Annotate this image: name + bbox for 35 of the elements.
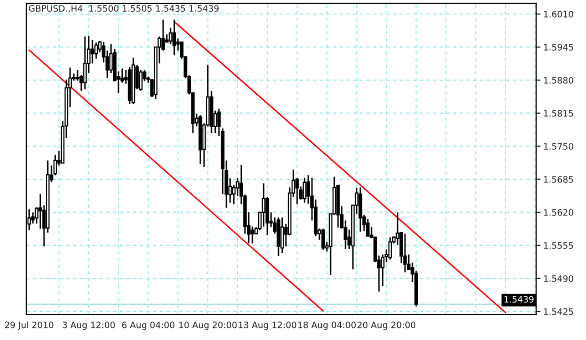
y-tick-label: 1.5815 xyxy=(544,110,573,117)
x-tick-label: 13 Aug 12:00 xyxy=(238,322,296,330)
y-tick-label: 1.5685 xyxy=(544,176,573,183)
candlestick xyxy=(358,186,362,232)
ref-line-label: 1.5439 xyxy=(504,296,534,303)
y-tick-label: 1.6010 xyxy=(544,10,574,18)
candlestick xyxy=(172,18,176,56)
candlestick xyxy=(321,228,325,251)
candlestick xyxy=(302,177,306,204)
x-tick-label: 10 Aug 20:00 xyxy=(179,322,237,330)
candlestick xyxy=(76,69,80,82)
candlestick xyxy=(388,236,392,260)
candlestick xyxy=(94,42,98,60)
x-tick-label: 20 Aug 20:00 xyxy=(358,322,416,330)
candlestick xyxy=(280,216,284,254)
candlestick xyxy=(250,226,254,244)
y-tick-label: 1.5490 xyxy=(544,275,574,282)
y-tick-label: 1.5620 xyxy=(544,209,574,216)
y-tick-label: 1.5880 xyxy=(544,76,574,84)
candlestick xyxy=(168,27,172,45)
chart-title: GBPUSD.,H4 1.5500 1.5505 1.5435 1.5439 xyxy=(28,5,219,13)
candlestick xyxy=(366,218,370,238)
x-tick-label: 6 Aug 04:00 xyxy=(122,322,174,330)
x-tick-label: 18 Aug 04:00 xyxy=(298,322,356,330)
candlestick xyxy=(403,232,407,274)
x-tick-label: 3 Aug 12:00 xyxy=(62,322,115,330)
candlestick xyxy=(262,182,266,228)
y-tick-label: 1.5945 xyxy=(544,44,573,51)
candlestick xyxy=(83,36,87,90)
candlestick xyxy=(139,69,143,92)
y-tick-label: 1.5750 xyxy=(544,143,574,150)
y-tick-label: 1.5425 xyxy=(544,308,573,315)
x-tick-label: 29 Jul 2010 xyxy=(5,321,54,330)
y-tick-label: 1.5555 xyxy=(544,242,573,249)
candlestick xyxy=(90,39,94,64)
